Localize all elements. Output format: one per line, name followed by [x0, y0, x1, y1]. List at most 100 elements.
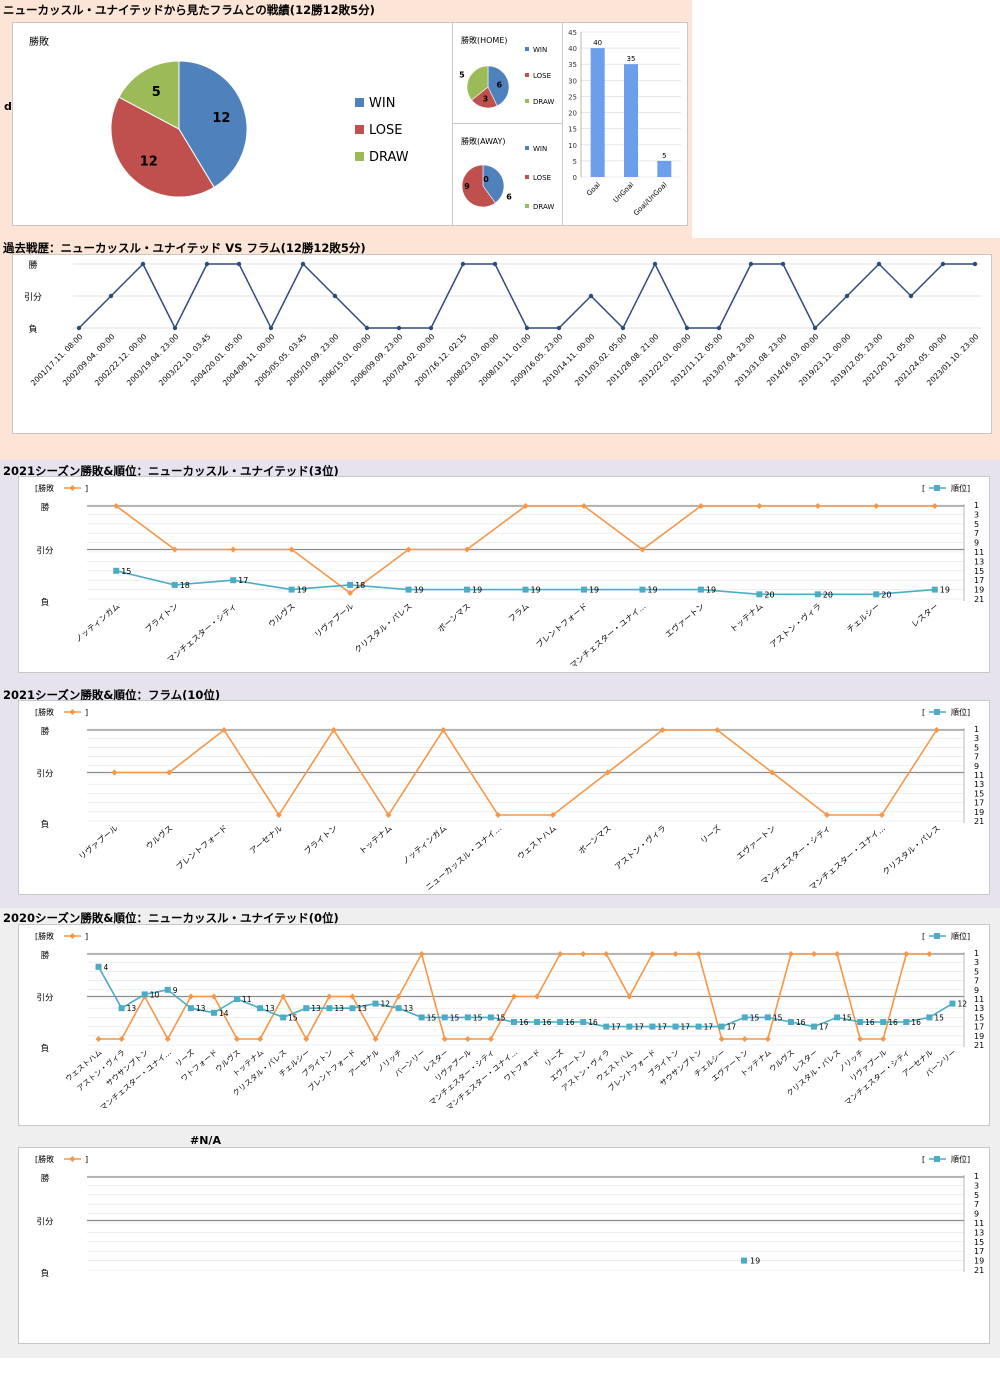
category-label: フラム	[507, 602, 531, 624]
result-point	[769, 769, 776, 776]
rank-point	[672, 1023, 679, 1030]
away-legend-win: WIN	[533, 145, 547, 153]
rank-tick: 7	[974, 529, 979, 538]
bar-value-label: 35	[627, 55, 636, 63]
legend-result-close: ]	[85, 1155, 88, 1164]
rank-point	[857, 1019, 864, 1025]
result-point	[510, 993, 517, 1000]
bar-category-label: Goal	[585, 181, 602, 198]
rank-value-label: 16	[796, 1018, 806, 1027]
home-legend-draw-swatch	[525, 99, 529, 103]
rank-value-label: 13	[311, 1004, 321, 1013]
result-point	[210, 993, 217, 1000]
na-panel: [勝敗][順位] 1 3 5 7 9 11 13 15 17 19 21 勝引分負 19	[18, 1147, 990, 1344]
result-point	[557, 951, 564, 957]
rank-value-label: 20	[823, 590, 833, 599]
result-point	[111, 769, 118, 776]
rank-point	[626, 1023, 633, 1030]
result-point	[349, 993, 356, 1000]
rank-point	[834, 1014, 841, 1021]
away-legend-lose-swatch	[525, 175, 529, 179]
rank-value-label: 16	[519, 1018, 529, 1027]
category-label: リーズ	[698, 823, 723, 846]
legend-rank-label: 順位]	[951, 1154, 970, 1164]
rank-tick: 3	[974, 1181, 979, 1190]
rank-value-label: 19	[472, 586, 482, 595]
category-label: ウルヴス	[266, 601, 297, 629]
bar-ytick: 45	[568, 29, 577, 37]
rank-tick: 15	[974, 1013, 984, 1022]
bar-value-label: 5	[662, 152, 666, 160]
rank-point	[395, 1005, 402, 1012]
rank-value-label: 17	[611, 1023, 621, 1032]
legend-result-marker	[69, 1156, 76, 1162]
rank-tick: 7	[974, 977, 979, 986]
category-label: ブレントフォード	[174, 823, 229, 872]
legend-lose-label: LOSE	[369, 123, 402, 138]
away-legend-lose: LOSE	[533, 174, 551, 182]
result-point	[464, 546, 471, 553]
result-point	[522, 503, 529, 509]
result-point	[604, 769, 611, 776]
rank-point	[787, 1019, 794, 1025]
result-point	[385, 812, 392, 818]
history-point	[332, 293, 338, 299]
rank-point	[580, 586, 587, 593]
rank-tick: 9	[974, 539, 979, 548]
result-point	[659, 727, 666, 733]
legend-draw-swatch	[355, 152, 364, 161]
rank-tick: 7	[974, 753, 979, 762]
home-pie-title: 勝敗(HOME)	[461, 35, 508, 45]
legend-rank-open: [	[922, 708, 925, 717]
home-pie-slice-2	[466, 65, 489, 101]
legend-rank-marker	[934, 709, 940, 715]
rank-value-label: 18	[355, 581, 365, 590]
rank-point	[903, 1019, 910, 1025]
rank-value-label: 20	[764, 590, 774, 599]
bar-ytick: 10	[568, 142, 577, 150]
rank-value-label: 17	[819, 1023, 829, 1032]
category-label: トッテナム	[728, 602, 764, 634]
category-label: アーセナル	[248, 824, 284, 856]
result-point	[672, 951, 679, 957]
result-point	[873, 503, 880, 509]
history-point	[812, 325, 818, 331]
rank-tick: 15	[974, 789, 984, 798]
category-label: チェルシー	[845, 602, 881, 635]
season-2021-newcastle-title: 2021シーズン勝敗&順位：ニューカッスル・ユナイテッド(3位)	[3, 464, 339, 478]
rank-point	[303, 1005, 310, 1012]
category-label: クリスタル・パレス	[881, 824, 942, 877]
rank-value-label: 12	[380, 1000, 390, 1009]
away-pie: 6 9 0	[461, 164, 512, 208]
legend-result-close: ]	[85, 484, 88, 493]
result-point	[280, 993, 287, 1000]
rank-tick: 17	[974, 1247, 984, 1256]
rank-tick: 11	[974, 548, 984, 557]
category-label: エヴァートン	[663, 601, 706, 640]
result-point	[464, 1036, 471, 1042]
rank-point	[741, 1257, 747, 1264]
category-label: トッテナム	[358, 824, 394, 856]
rank-value-label: 15	[450, 1013, 460, 1022]
rank-value-label: 4	[104, 963, 109, 972]
rank-value-label: 19	[750, 1257, 760, 1266]
goal-bar-panel: 0 5 10 15 20 25 30 35 40 45 40 Goal 35 UnGoal 5 Goal/Un…	[562, 22, 688, 226]
rank-value-label: 13	[334, 1004, 344, 1013]
home-pie-legend: WIN LOSE DRAW	[525, 46, 554, 106]
result-y-label: 勝	[41, 726, 50, 737]
legend-result-label: [勝敗	[35, 707, 54, 717]
rank-point	[210, 1009, 217, 1016]
page-title: ニューカッスル・ユナイテッドから見たフラムとの戦績(12勝12敗5分)	[3, 3, 375, 17]
rank-value-label: 17	[681, 1023, 691, 1032]
result-point	[580, 503, 587, 509]
rank-tick: 11	[974, 995, 984, 1004]
rank-value-label: 15	[773, 1013, 783, 1022]
away-pie-svg: 勝敗(AWAY) 6 9 0 WIN LOSE DRAW	[461, 136, 554, 211]
rank-tick: 21	[974, 817, 984, 826]
rank-point	[326, 1005, 333, 1012]
season-2021-fulham-title: 2021シーズン勝敗&順位：フラム(10位)	[3, 688, 221, 702]
history-point	[716, 325, 722, 331]
rank-point	[464, 586, 471, 593]
history-panel: 勝引分負 2001/17.11. 08:00 2002/09.04. 00:00 20…	[12, 254, 992, 434]
rank-value-label: 20	[881, 590, 891, 599]
